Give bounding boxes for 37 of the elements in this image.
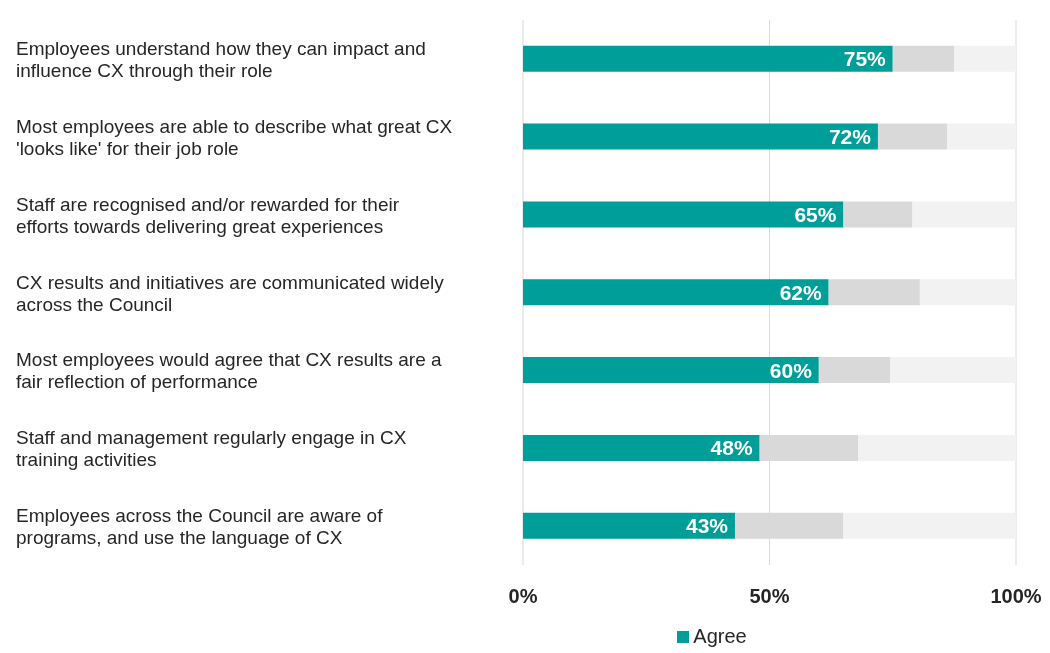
- y-tick-label: Employees across the Council are aware of programs, and use the language of CX: [16, 504, 384, 548]
- bar: [919, 279, 1016, 306]
- bar: [523, 201, 844, 228]
- legend-label: Agree: [692, 625, 747, 648]
- bar: [523, 123, 878, 150]
- bar: [523, 45, 893, 72]
- bar: [523, 279, 829, 306]
- data-label: 75%: [843, 47, 887, 71]
- y-tick-label: Most employees would agree that CX results are a fair reflection of performance: [16, 348, 443, 392]
- x-tick-label: 100%: [990, 585, 1042, 608]
- bar: [954, 45, 1016, 72]
- x-tick-label: 50%: [749, 585, 790, 608]
- data-label: 72%: [828, 125, 872, 149]
- bar: [828, 279, 920, 306]
- bar: [877, 123, 947, 150]
- bar: [523, 434, 760, 461]
- data-label: 65%: [794, 202, 837, 226]
- bar: [912, 201, 1016, 228]
- bar: [892, 45, 955, 72]
- x-tick-label: 0%: [508, 585, 538, 608]
- data-label: 60%: [769, 358, 813, 382]
- bar: [843, 512, 1016, 539]
- data-label: 62%: [779, 280, 822, 304]
- bar: [843, 201, 913, 228]
- bar: [946, 123, 1016, 150]
- bar: [523, 512, 735, 539]
- y-tick-label: Staff are recognised and/or rewarded for their efforts towards delivering great experiences: [16, 193, 400, 237]
- y-tick-label: Employees understand how they can impact and influence CX through their role: [16, 37, 426, 81]
- bar: [818, 357, 891, 384]
- bar: [890, 357, 1016, 384]
- data-label: 48%: [710, 436, 753, 460]
- y-tick-label: Staff and management regularly engage in CX training activities: [16, 426, 407, 470]
- y-tick-label: CX results and initiatives are communicated widely across the Council: [16, 271, 445, 314]
- bar: [858, 434, 1016, 461]
- bar: [523, 357, 819, 384]
- y-tick-label: Most employees are able to describe what great CX 'looks like' for their job role: [16, 115, 453, 159]
- data-label: 43%: [685, 514, 729, 538]
